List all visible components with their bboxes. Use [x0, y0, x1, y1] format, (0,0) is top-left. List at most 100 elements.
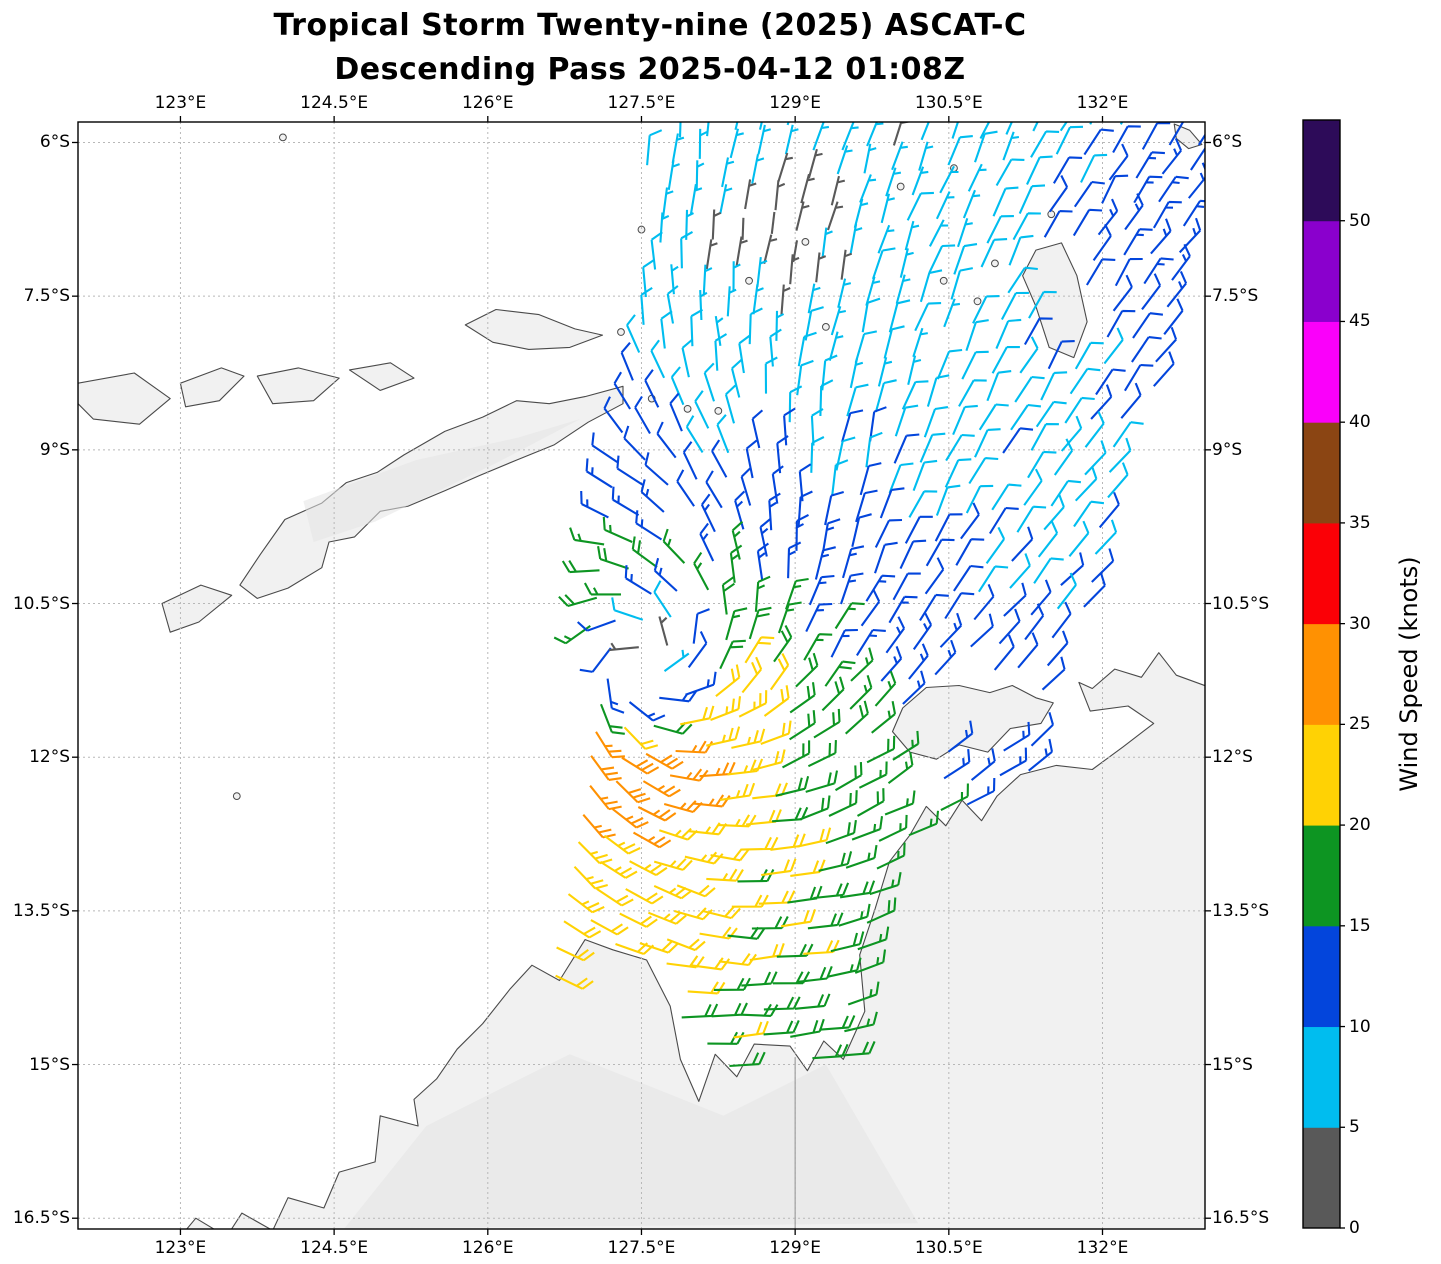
wind-barb — [719, 782, 756, 801]
wind-barb — [640, 479, 665, 513]
lat-tick-label-left: 13.5°S — [12, 900, 70, 921]
wind-barb — [1017, 632, 1039, 669]
wind-barb — [1068, 520, 1090, 557]
wind-barb — [943, 749, 971, 780]
wind-barb — [650, 339, 666, 379]
wind-barb — [866, 735, 896, 764]
wind-barb — [966, 777, 996, 806]
wind-barb — [995, 158, 1025, 187]
wind-barb — [1178, 217, 1202, 254]
wind-barb — [846, 383, 869, 417]
wind-barb — [904, 515, 933, 544]
wind-barb — [644, 452, 669, 486]
lat-tick-label-left: 16.5°S — [12, 1208, 70, 1229]
wind-barb — [603, 396, 624, 434]
wind-barb — [887, 752, 914, 785]
wind-barb — [775, 775, 810, 797]
wind-barb — [731, 728, 766, 749]
wind-barb — [995, 318, 1022, 350]
lat-tick-label-left: 12°S — [29, 747, 70, 768]
coastline-rote — [161, 584, 233, 633]
wind-barb — [972, 295, 1000, 324]
wind-barb — [616, 455, 644, 486]
colorbar — [1302, 119, 1345, 1229]
wind-barb — [676, 884, 716, 898]
wind-barb — [577, 841, 613, 865]
wind-barb — [625, 888, 664, 905]
wind-barb — [1053, 438, 1074, 476]
wind-barb — [880, 646, 903, 682]
wind-barb — [812, 122, 830, 151]
wind-barb — [926, 374, 950, 407]
wind-barb — [928, 219, 949, 247]
wind-barb — [608, 642, 639, 652]
wind-barb — [1072, 208, 1103, 237]
wind-barb — [1158, 175, 1189, 203]
wind-barb — [727, 758, 764, 776]
wind-barb — [1059, 122, 1068, 132]
wind-barb — [591, 432, 618, 463]
islet — [1047, 210, 1056, 219]
wind-barb — [799, 795, 831, 821]
wind-barb — [682, 441, 698, 480]
wind-barb — [595, 731, 625, 759]
wind-barb — [960, 502, 980, 540]
wind-barb — [640, 287, 653, 325]
wind-barb — [986, 215, 1014, 244]
wind-barb — [895, 274, 911, 304]
wind-barb — [837, 278, 852, 309]
wind-barb — [757, 124, 771, 155]
wind-barb — [803, 633, 833, 661]
wind-barb — [711, 439, 728, 478]
wind-barb — [740, 466, 752, 506]
wind-barb — [815, 252, 827, 283]
wind-barb — [871, 701, 897, 734]
wind-barb — [734, 490, 746, 530]
lon-tick-label-bottom: 123°E — [154, 1238, 207, 1258]
wind-barb — [741, 656, 763, 694]
wind-barbs — [553, 122, 1205, 1068]
wind-barb — [945, 433, 975, 462]
wind-barb — [561, 560, 600, 574]
wind-barb — [702, 264, 713, 295]
wind-barb — [974, 428, 1001, 458]
lon-tick-label-top: 124.5°E — [300, 93, 369, 113]
wind-barb — [918, 141, 934, 171]
wind-barb — [844, 1011, 878, 1033]
wind-barb — [1131, 336, 1162, 363]
islet — [991, 259, 999, 268]
wind-barb — [693, 552, 710, 591]
wind-barb — [1000, 291, 1029, 320]
wind-barb — [858, 761, 888, 789]
islet — [745, 276, 753, 285]
wind-barb — [888, 299, 911, 333]
wind-barb — [1048, 175, 1069, 213]
wind-barb — [914, 302, 942, 332]
wind-barb — [1098, 492, 1120, 529]
wind-barb — [681, 338, 694, 378]
wind-barb — [1019, 336, 1039, 374]
wind-barb — [1052, 156, 1083, 184]
wind-barb — [666, 938, 706, 952]
wind-barb — [703, 362, 715, 402]
wind-barb — [939, 612, 963, 648]
wind-barb — [756, 542, 770, 581]
wind-barb — [874, 670, 897, 707]
wind-barb — [1107, 462, 1129, 499]
lat-tick-label-right: 7.5°S — [1212, 286, 1259, 307]
wind-barb — [783, 407, 796, 446]
wind-barb — [1108, 143, 1129, 181]
wind-barb — [711, 209, 722, 240]
wind-barb — [951, 122, 960, 139]
colorbar-axis-label: Wind Speed (knots) — [1395, 556, 1423, 792]
wind-barb — [600, 703, 625, 735]
wind-barb — [859, 462, 882, 496]
wind-barb — [758, 122, 763, 130]
wind-barb — [874, 379, 897, 413]
wind-barb — [1103, 327, 1124, 365]
wind-barb — [1030, 579, 1052, 616]
lat-tick-label-right: 15°S — [1212, 1054, 1253, 1075]
wind-barb — [726, 286, 737, 317]
wind-barb — [732, 261, 741, 292]
wind-barb — [685, 671, 717, 696]
